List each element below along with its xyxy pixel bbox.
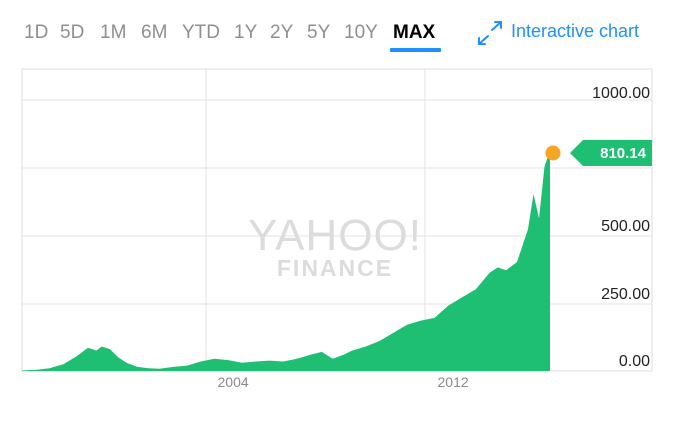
watermark: YAHOO! FINANCE <box>248 211 422 281</box>
y-tick-label: 1000.00 <box>592 85 650 102</box>
last-price-indicator: 810.14 <box>545 140 652 166</box>
last-price-marker <box>545 145 561 161</box>
range-tab-1d[interactable]: 1D <box>24 22 49 43</box>
y-tick-label: 0.00 <box>619 353 650 370</box>
range-tab-5d[interactable]: 5D <box>60 22 85 43</box>
expand-arrows-icon <box>478 21 502 45</box>
range-selector: 1D 5D 1M 6M YTD 1Y 2Y 5Y 10Y MAX <box>0 0 688 60</box>
x-tick-label: 2012 <box>438 374 469 390</box>
range-tab-1m[interactable]: 1M <box>100 22 127 43</box>
range-tab-5y[interactable]: 5Y <box>307 22 331 43</box>
range-tab-max[interactable]: MAX <box>393 22 436 43</box>
range-tab-6m[interactable]: 6M <box>141 22 168 43</box>
range-tab-2y[interactable]: 2Y <box>270 22 294 43</box>
range-tab-10y[interactable]: 10Y <box>344 22 378 43</box>
last-price-value: 810.14 <box>600 145 647 162</box>
last-price-badge <box>570 140 652 166</box>
interactive-chart-label: Interactive chart <box>511 21 640 41</box>
watermark-finance: FINANCE <box>277 255 393 281</box>
x-tick-label: 2004 <box>218 374 249 390</box>
range-tab-ytd[interactable]: YTD <box>182 22 220 43</box>
price-area <box>22 150 550 371</box>
y-tick-label: 250.00 <box>601 286 650 303</box>
watermark-yahoo: YAHOO! <box>248 211 422 260</box>
axis-ticks: 1000.00 500.00 250.00 0.00 2004 2012 <box>218 85 651 390</box>
range-tab-1y[interactable]: 1Y <box>234 22 258 43</box>
y-tick-label: 500.00 <box>601 218 650 235</box>
active-range-underline <box>390 48 441 52</box>
